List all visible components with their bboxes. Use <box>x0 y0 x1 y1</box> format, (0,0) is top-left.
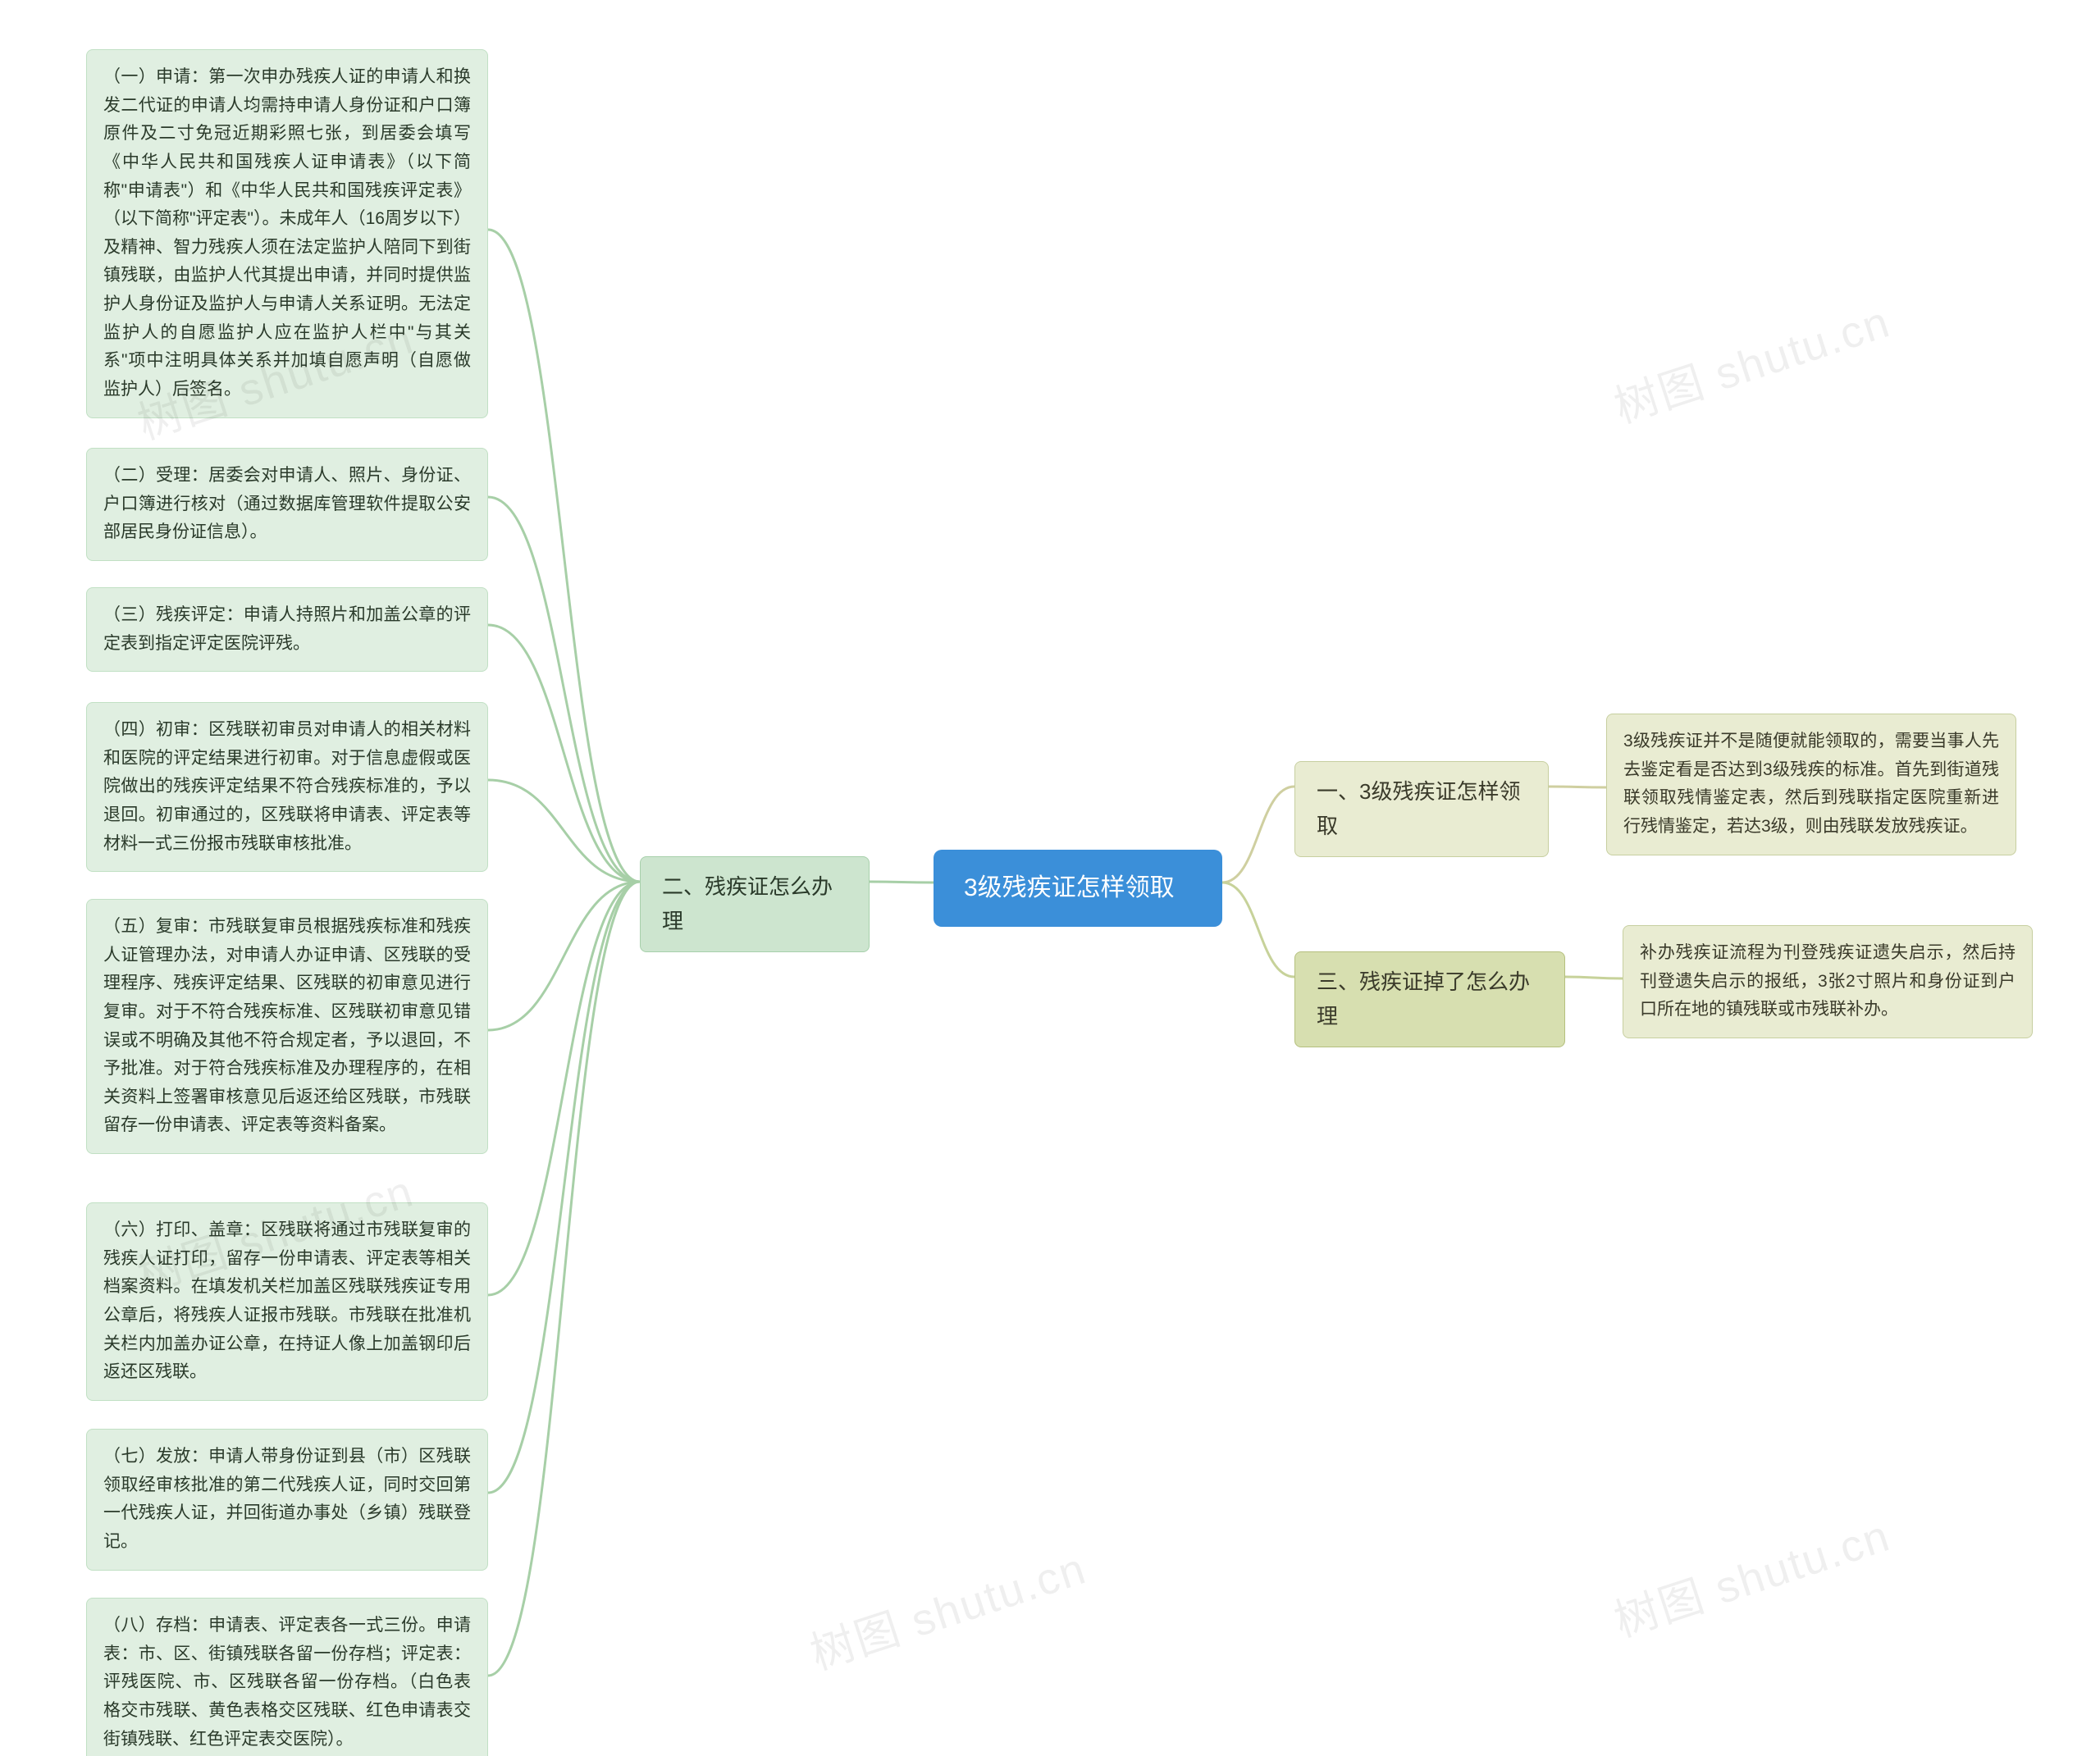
branch-2-leaf-3-text: （三）残疾评定：申请人持照片和加盖公章的评定表到指定评定医院评残。 <box>103 605 471 653</box>
branch-2-leaf-6: （六）打印、盖章：区残联将通过市残联复审的残疾人证打印，留存一份申请表、评定表等… <box>86 1202 488 1401</box>
branch-2-leaf-8: （八）存档：申请表、评定表各一式三份。申请表：市、区、街镇残联各留一份存档；评定… <box>86 1598 488 1756</box>
root-label: 3级残疾证怎样领取 <box>964 874 1175 901</box>
branch-2-leaf-4: （四）初审：区残联初审员对申请人的相关材料和医院的评定结果进行初审。对于信息虚假… <box>86 702 488 872</box>
connector <box>1222 787 1294 883</box>
connector <box>1565 977 1623 978</box>
watermark: 树图 shutu.cn <box>1605 1499 1897 1649</box>
connector <box>488 230 640 882</box>
watermark: 树图 shutu.cn <box>801 1532 1093 1682</box>
connector <box>870 882 934 883</box>
branch-2-leaf-5-text: （五）复审：市残联复审员根据残疾标准和残疾人证管理办法，对申请人办证申请、区残联… <box>103 917 471 1134</box>
branch-2-leaf-3: （三）残疾评定：申请人持照片和加盖公章的评定表到指定评定医院评残。 <box>86 587 488 672</box>
branch-2-leaf-8-text: （八）存档：申请表、评定表各一式三份。申请表：市、区、街镇残联各留一份存档；评定… <box>103 1616 471 1749</box>
connector <box>1222 883 1294 977</box>
branch-2-leaf-4-text: （四）初审：区残联初审员对申请人的相关材料和医院的评定结果进行初审。对于信息虚假… <box>103 720 471 853</box>
branch-3-leaf-1: 补办残疾证流程为刊登残疾证遗失启示，然后持刊登遗失启示的报纸，3张2寸照片和身份… <box>1623 925 2033 1038</box>
root-node: 3级残疾证怎样领取 <box>934 850 1222 927</box>
branch-1-leaf-1-text: 3级残疾证并不是随便就能领取的，需要当事人先去鉴定看是否达到3级残疾的标准。首先… <box>1623 732 1999 836</box>
watermark: 树图 shutu.cn <box>1605 285 1897 436</box>
branch-2: 二、残疾证怎么办理 <box>640 856 870 952</box>
branch-2-leaf-7: （七）发放：申请人带身份证到县（市）区残联领取经审核批准的第二代残疾人证，同时交… <box>86 1429 488 1571</box>
branch-2-leaf-2-text: （二）受理：居委会对申请人、照片、身份证、户口簿进行核对（通过数据库管理软件提取… <box>103 466 471 541</box>
connector <box>488 882 640 1295</box>
connector <box>488 882 640 1493</box>
connector <box>488 625 640 882</box>
branch-2-leaf-6-text: （六）打印、盖章：区残联将通过市残联复审的残疾人证打印，留存一份申请表、评定表等… <box>103 1220 471 1381</box>
connector <box>488 497 640 882</box>
branch-2-leaf-7-text: （七）发放：申请人带身份证到县（市）区残联领取经审核批准的第二代残疾人证，同时交… <box>103 1447 471 1551</box>
branch-3: 三、残疾证掉了怎么办理 <box>1294 951 1565 1047</box>
branch-1: 一、3级残疾证怎样领取 <box>1294 761 1549 857</box>
branch-3-leaf-1-text: 补办残疾证流程为刊登残疾证遗失启示，然后持刊登遗失启示的报纸，3张2寸照片和身份… <box>1640 943 2016 1019</box>
branch-2-leaf-5: （五）复审：市残联复审员根据残疾标准和残疾人证管理办法，对申请人办证申请、区残联… <box>86 899 488 1154</box>
connector <box>488 882 640 1030</box>
branch-1-leaf-1: 3级残疾证并不是随便就能领取的，需要当事人先去鉴定看是否达到3级残疾的标准。首先… <box>1606 714 2016 855</box>
connector <box>488 882 640 1676</box>
connector <box>488 780 640 882</box>
branch-2-leaf-2: （二）受理：居委会对申请人、照片、身份证、户口簿进行核对（通过数据库管理软件提取… <box>86 448 488 561</box>
branch-2-leaf-1-text: （一）申请：第一次申办残疾人证的申请人和换发二代证的申请人均需持申请人身份证和户… <box>103 67 471 399</box>
branch-3-label: 三、残疾证掉了怎么办理 <box>1317 969 1530 1029</box>
branch-2-label: 二、残疾证怎么办理 <box>662 874 833 933</box>
branch-1-label: 一、3级残疾证怎样领取 <box>1317 779 1520 838</box>
branch-2-leaf-1: （一）申请：第一次申办残疾人证的申请人和换发二代证的申请人均需持申请人身份证和户… <box>86 49 488 418</box>
